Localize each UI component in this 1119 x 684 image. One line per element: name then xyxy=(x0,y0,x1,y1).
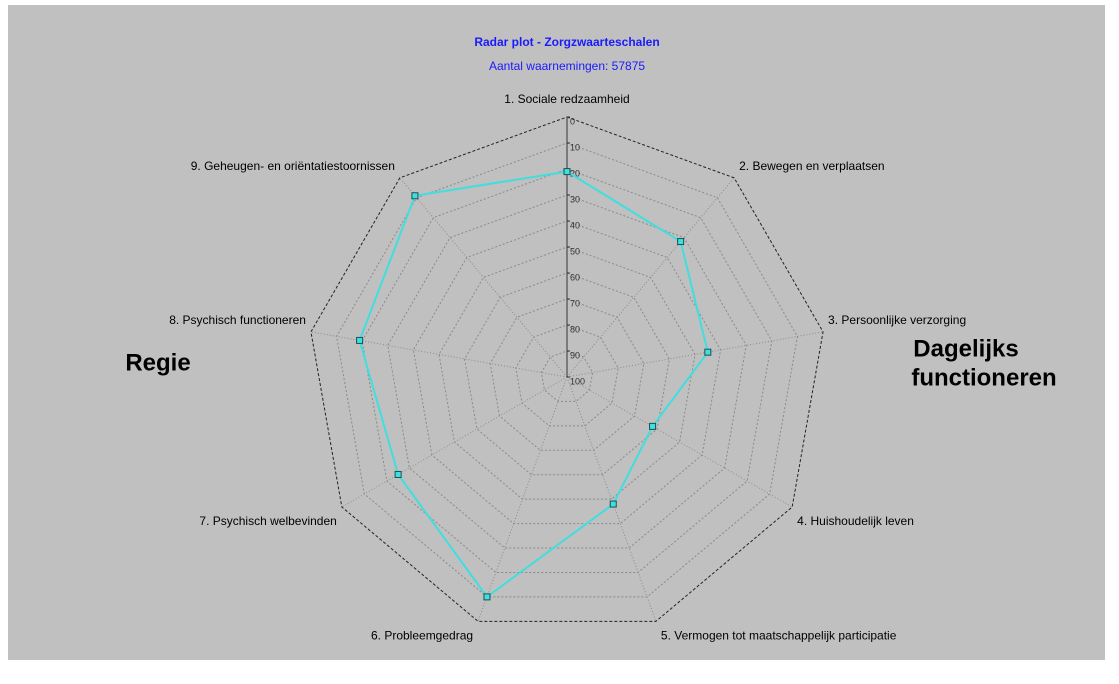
grid-ring xyxy=(336,142,798,598)
grid-ring xyxy=(515,324,619,427)
grid-ring xyxy=(438,246,696,500)
tick-label: 40 xyxy=(570,220,580,230)
data-point xyxy=(411,192,419,200)
tick-label: 20 xyxy=(570,168,580,178)
category-label: 3. Persoonlijke verzorging xyxy=(828,313,966,327)
data-point xyxy=(704,348,712,356)
spoke xyxy=(566,331,824,378)
category-label: 6. Probleemgedrag xyxy=(371,628,473,642)
tick-label: 100 xyxy=(570,376,585,386)
grid-ring xyxy=(540,350,594,402)
category-label: 2. Bewegen en verplaatsen xyxy=(739,159,884,173)
spoke xyxy=(477,376,568,622)
data-point xyxy=(609,500,617,508)
category-label: 5. Vermogen tot maatschappelijk particip… xyxy=(661,628,897,642)
data-point xyxy=(649,422,657,430)
tick-label: 70 xyxy=(570,298,580,308)
spoke xyxy=(310,331,568,378)
data-point xyxy=(563,168,571,176)
category-label: 7. Psychisch welbevinden xyxy=(199,514,336,528)
tick-label: 10 xyxy=(570,142,580,152)
grid-ring xyxy=(387,194,747,549)
data-point xyxy=(394,471,402,478)
series-line xyxy=(358,170,709,599)
chart-subtitle: Aantal waarnemingen: 57875 xyxy=(489,59,645,73)
side-label: functioneren xyxy=(911,364,1056,391)
tick-label: 90 xyxy=(570,350,580,360)
grid-ring xyxy=(412,220,722,525)
tick-label: 0 xyxy=(570,116,575,126)
spoke xyxy=(566,376,657,622)
tick-label: 50 xyxy=(570,246,580,256)
data-point xyxy=(483,593,491,601)
tick-label: 60 xyxy=(570,272,580,282)
tick-label: 30 xyxy=(570,194,580,204)
grid-ring xyxy=(361,168,773,573)
grid-ring xyxy=(464,272,670,476)
category-label: 4. Huishoudelijk leven xyxy=(797,514,914,528)
grid-ring xyxy=(489,298,645,451)
spoke xyxy=(566,177,735,378)
tick-label: 80 xyxy=(570,324,580,334)
chart-title: Radar plot - Zorgzwaarteschalen xyxy=(474,35,659,49)
spoke xyxy=(399,177,568,378)
side-label: Dagelijks xyxy=(913,335,1018,362)
spoke xyxy=(566,376,793,508)
data-point xyxy=(356,336,364,344)
category-label: 9. Geheugen- en oriëntatiestoornissen xyxy=(191,159,395,173)
grid-ring xyxy=(310,116,824,622)
category-label: 8. Psychisch functioneren xyxy=(169,313,306,327)
spoke xyxy=(341,376,568,508)
panel xyxy=(8,5,1105,660)
side-label: Regie xyxy=(125,349,190,376)
data-point xyxy=(677,238,685,246)
category-label: 1. Sociale redzaamheid xyxy=(504,92,629,106)
